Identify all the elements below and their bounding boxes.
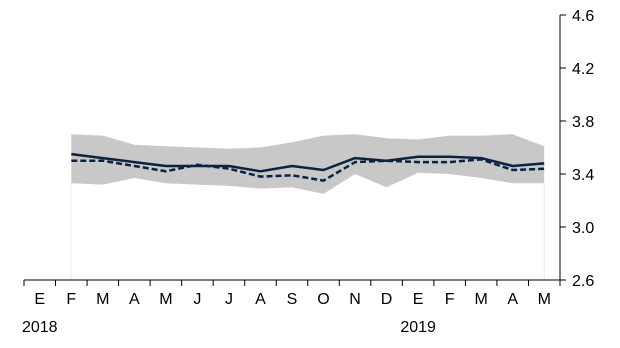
x-tick-label: J — [193, 291, 201, 308]
axes-layer — [23, 14, 566, 286]
y-tick-label: 3.8 — [572, 114, 594, 131]
x-tick-label: M — [475, 291, 488, 308]
x-tick-label: D — [381, 291, 393, 308]
x-tick-label: E — [34, 291, 45, 308]
y-tick-label: 4.2 — [572, 61, 594, 78]
x-tick-label: A — [507, 291, 518, 308]
range-band — [71, 134, 545, 194]
y-tick-label: 2.6 — [572, 273, 594, 290]
series-line-dashed — [71, 158, 545, 182]
x-tick-label: E — [413, 291, 424, 308]
y-tick-label: 4.6 — [572, 8, 594, 25]
x-tick-label: S — [287, 291, 298, 308]
y-tick-label: 3.0 — [572, 220, 594, 237]
x-tick-label: A — [129, 291, 140, 308]
x-tick-label: M — [96, 291, 109, 308]
year-label: 2018 — [22, 319, 58, 336]
labels-layer: 2.6 3.0 3.4 3.8 4.2 4.6 E F M A M J J A S O N D E F M A M 2018 2… — [22, 8, 594, 336]
year-label: 2019 — [400, 319, 436, 336]
x-tick-label: N — [349, 291, 361, 308]
range-band-layer — [70, 134, 545, 280]
series-layer — [71, 152, 545, 182]
x-tick-label: J — [225, 291, 233, 308]
y-tick-label: 3.4 — [572, 167, 594, 184]
x-tick-label: O — [317, 291, 329, 308]
series-line-solid — [71, 152, 545, 173]
x-tick-label: M — [538, 291, 551, 308]
x-tick-label: F — [66, 291, 76, 308]
x-tick-label: A — [255, 291, 266, 308]
x-tick-label: F — [445, 291, 455, 308]
x-tick-label: M — [159, 291, 172, 308]
